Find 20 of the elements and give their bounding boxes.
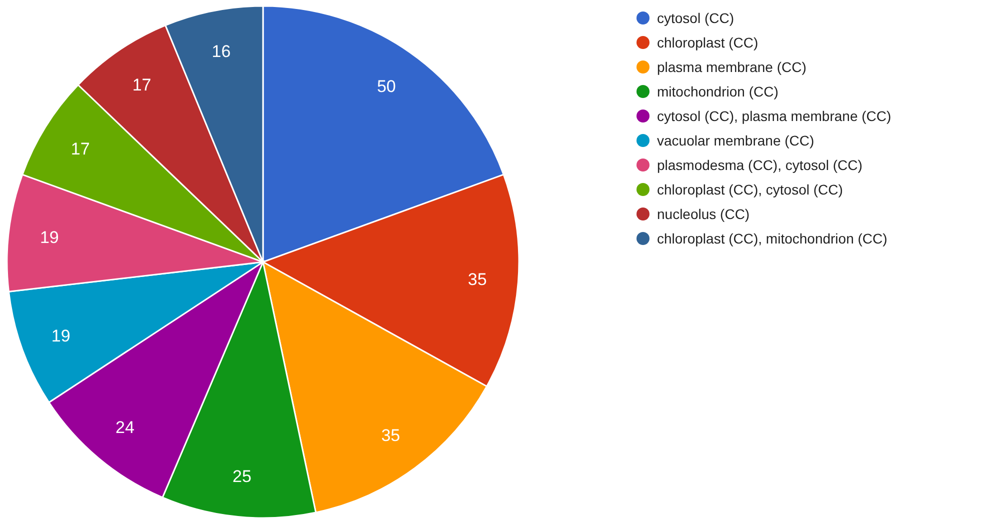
legend-label: mitochondrion (CC): [657, 83, 778, 100]
legend-label: vacuolar membrane (CC): [657, 132, 814, 148]
data-label: 35: [381, 426, 400, 445]
legend-label: chloroplast (CC), cytosol (CC): [657, 181, 843, 198]
data-label: 24: [116, 418, 134, 437]
legend-label: cytosol (CC): [657, 10, 734, 26]
data-label: 35: [468, 270, 487, 290]
data-label: 50: [376, 76, 396, 96]
data-label: 19: [40, 228, 59, 248]
legend-label: plasma membrane (CC): [657, 58, 806, 75]
data-label: 25: [232, 466, 252, 486]
data-label: 16: [212, 42, 231, 62]
data-label: 19: [51, 326, 70, 346]
legend-label: nucleolus (CC): [657, 206, 750, 222]
data-label: 17: [70, 139, 90, 158]
legend-label: plasmodesma (CC), cytosol (CC): [657, 156, 862, 173]
legend-label: chloroplast (CC), mitochondrion (CC): [657, 230, 888, 246]
legend-label: cytosol (CC), plasma membrane (CC): [657, 108, 892, 124]
legend-label: chloroplast (CC): [657, 34, 758, 50]
data-label: 17: [132, 75, 152, 94]
